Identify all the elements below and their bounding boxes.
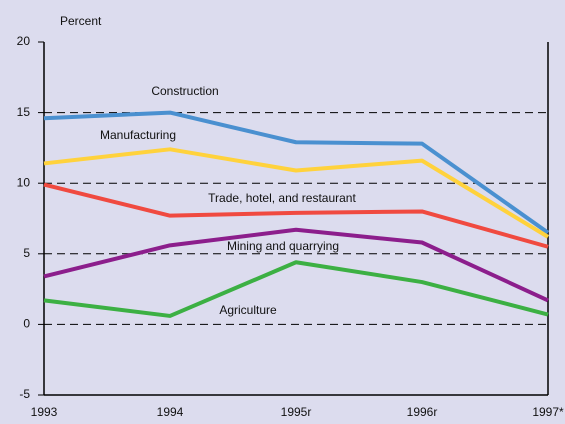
series-label: Mining and quarrying [227, 239, 339, 253]
x-tick-label: 1993 [31, 405, 58, 419]
y-tick-label: 10 [17, 175, 31, 189]
series-line [43, 110, 550, 235]
series-label: Construction [151, 84, 218, 98]
x-tick-label: 1994 [157, 405, 184, 419]
y-tick-label: 5 [23, 246, 30, 260]
y-axis-label: Percent [60, 14, 102, 28]
y-tick-label: 15 [17, 105, 31, 119]
y-tick-label: 20 [17, 34, 31, 48]
y-tick-label: -5 [19, 387, 30, 401]
series-label: Agriculture [219, 303, 277, 317]
x-tick-label: 1995r [281, 405, 312, 419]
series-label: Trade, hotel, and restaurant [208, 191, 356, 205]
x-tick-label: 1996r [407, 405, 438, 419]
series-line [43, 182, 549, 249]
x-tick-label: 1997* [532, 405, 564, 419]
series-label: Manufacturing [100, 128, 176, 142]
series-line [43, 227, 549, 303]
series-line [43, 260, 549, 318]
y-tick-label: 0 [23, 317, 30, 331]
series-line [43, 147, 550, 239]
